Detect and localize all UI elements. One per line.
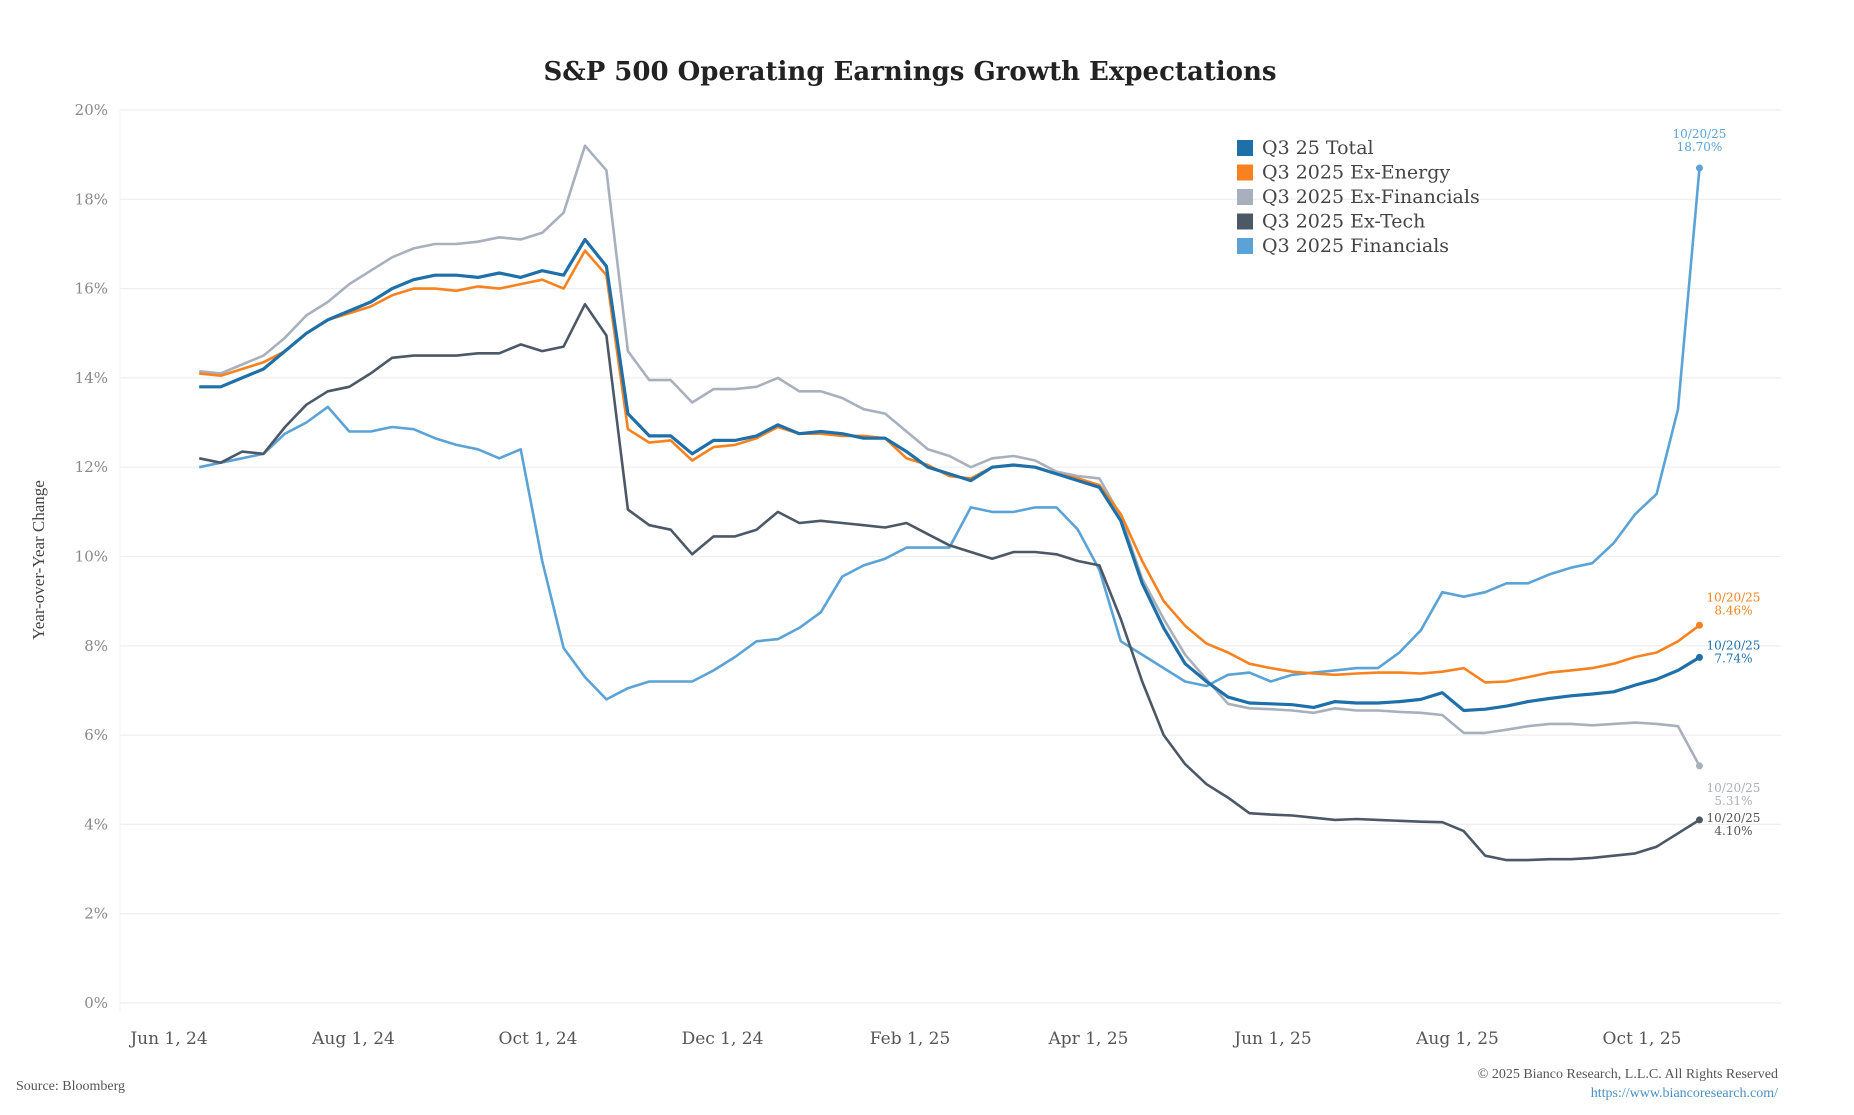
chart-title: S&P 500 Operating Earnings Growth Expect… [543,57,1276,87]
x-axis-ticks: Jun 1, 24 Aug 1, 24 Oct 1, 24 Dec 1, 24 Feb … [128,1029,1681,1049]
end-point-marker [1695,621,1703,629]
copyright-note: © 2025 Bianco Research, L.L.C. All Right… [1478,1067,1778,1082]
end-point-marker [1695,816,1703,824]
y-tick-label: 10% [75,548,108,566]
end-label: 4.10% [1714,824,1752,838]
website-link[interactable]: https://www.biancoresearch.com/ [1591,1086,1778,1101]
end-label: 8.46% [1714,603,1752,617]
x-tick-label: Feb 1, 25 [870,1029,950,1049]
x-tick-label: Jun 1, 25 [1232,1029,1311,1049]
y-tick-label: 16% [75,280,108,298]
source-note: Source: Bloomberg [16,1079,125,1094]
x-tick-label: Aug 1, 25 [1415,1029,1499,1049]
gridlines [119,109,1781,1011]
x-tick-label: Dec 1, 24 [682,1029,764,1049]
y-tick-label: 4% [84,815,108,833]
y-axis-ticks: 0% 2% 4% 6% 8% 10% 12% 14% 16% 18% 20% [75,101,108,1012]
legend-swatch [1237,189,1253,205]
y-tick-label: 12% [75,458,108,476]
end-annotations: 10/20/257.74%10/20/258.46%10/20/255.31%1… [1673,127,1761,838]
end-point-marker [1695,164,1703,172]
x-tick-label: Oct 1, 25 [1603,1029,1682,1049]
end-label: 10/20/25 [1707,590,1761,604]
legend-label: Q3 2025 Ex-Financials [1262,186,1480,208]
series-line-q3-2025-ex-financials [199,144,1701,767]
series-line-q3-2025-ex-tech [198,302,1701,862]
legend-label: Q3 2025 Ex-Tech [1262,211,1425,233]
y-axis-label: Year-over-Year Change [29,480,48,640]
legend-label: Q3 25 Total [1262,137,1374,159]
y-tick-label: 14% [75,369,108,387]
x-tick-label: Apr 1, 25 [1048,1029,1129,1049]
end-label: 10/20/25 [1673,127,1727,141]
y-tick-label: 18% [75,190,108,208]
series-line-q3-2025-ex-energy [199,249,1701,684]
y-tick-label: 8% [84,637,108,655]
end-point-marker [1695,653,1703,661]
legend-swatch [1237,238,1253,254]
y-tick-label: 2% [84,905,108,923]
x-tick-label: Oct 1, 24 [499,1029,578,1049]
end-label: 5.31% [1714,794,1752,808]
series-lines [198,144,1703,862]
series-line-q3-2025-financials [198,167,1701,701]
x-tick-label: Jun 1, 24 [128,1029,207,1049]
legend-swatch [1237,140,1253,156]
y-tick-label: 0% [84,994,108,1012]
legend-label: Q3 2025 Financials [1262,235,1449,257]
y-tick-label: 6% [84,726,108,744]
x-tick-label: Aug 1, 24 [311,1029,395,1049]
end-label: 18.70% [1677,140,1723,154]
legend-swatch [1237,213,1253,230]
legend-label: Q3 2025 Ex-Energy [1262,162,1450,184]
end-point-marker [1695,762,1703,770]
end-label: 10/20/25 [1707,638,1761,652]
y-tick-label: 20% [75,101,108,119]
legend-swatch [1237,164,1253,181]
end-label: 7.74% [1714,651,1752,665]
end-label: 10/20/25 [1707,781,1761,795]
series-line-q3-25-total [199,237,1701,713]
end-label: 10/20/25 [1707,811,1761,825]
